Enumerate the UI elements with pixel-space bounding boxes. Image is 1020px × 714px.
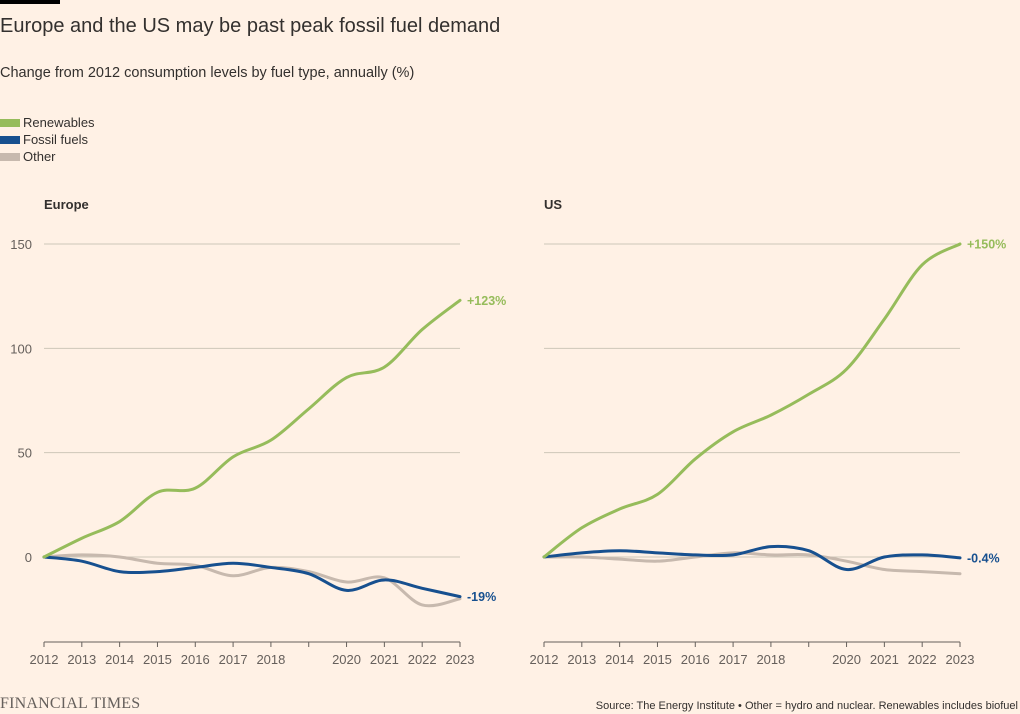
brand-top-bar (0, 0, 60, 4)
end-label-us-fossil-fuels: -0.4% (967, 551, 1000, 565)
legend-item-renewables: Renewables (0, 114, 95, 131)
series-line-europe-renewables (42, 298, 462, 559)
panel-us: US 2012 2013 2014 2015 2016 2017 2018 2020 2021 20… (530, 197, 1007, 667)
x-tick-label-europe-2018: 2018 (256, 652, 285, 667)
x-tick-label-us-2018: 2018 (756, 652, 785, 667)
x-tick-label-europe-2013: 2013 (67, 652, 96, 667)
x-tick-label-us-2014: 2014 (605, 652, 634, 667)
y-tick-label-0: 0 (25, 550, 32, 565)
x-tick-label-europe-2021: 2021 (370, 652, 399, 667)
x-tick-label-europe-2015: 2015 (143, 652, 172, 667)
end-label-europe-renewables: +123% (467, 294, 506, 308)
panel-europe: Europe 0 50 100 150 2012 2013 2014 2015 2016 2017 2… (10, 197, 506, 667)
chart-title: Europe and the US may be past peak fossi… (0, 15, 501, 37)
x-tick-label-us-2016: 2016 (681, 652, 710, 667)
x-tick-label-us-2023: 2023 (946, 652, 975, 667)
legend-label-renewables: Renewables (23, 115, 95, 130)
x-tick-label-europe-2012: 2012 (30, 652, 59, 667)
panel-title-europe: Europe (44, 197, 89, 212)
legend-label-other: Other (23, 149, 56, 164)
x-tick-label-us-2021: 2021 (870, 652, 899, 667)
x-tick-label-europe-2020: 2020 (332, 652, 361, 667)
end-label-us-renewables: +150% (967, 238, 1006, 252)
y-tick-label-150: 150 (10, 237, 32, 252)
x-tick-label-europe-2022: 2022 (408, 652, 437, 667)
series-line-us-other (542, 551, 962, 576)
legend-item-other: Other (0, 148, 95, 165)
legend-swatch-other (0, 152, 20, 161)
legend-swatch-fossil-fuels (0, 135, 20, 144)
x-tick-label-europe-2023: 2023 (446, 652, 475, 667)
panel-title-us: US (544, 197, 562, 212)
y-tick-label-100: 100 (10, 341, 32, 356)
series-line-europe-fossil-fuels (42, 555, 462, 599)
legend-label-fossil-fuels: Fossil fuels (23, 132, 89, 147)
legend: Renewables Fossil fuels Other (0, 114, 95, 165)
series-line-us-fossil-fuels (542, 544, 962, 572)
chart-subtitle: Change from 2012 consumption levels by f… (0, 65, 415, 81)
series-line-us-renewables (542, 242, 962, 559)
legend-item-fossil-fuels: Fossil fuels (0, 131, 95, 148)
footer-source: Source: The Energy Institute • Other = h… (595, 700, 1018, 712)
end-label-europe-fossil-fuels: -19% (467, 590, 496, 604)
x-tick-label-us-2022: 2022 (908, 652, 937, 667)
x-tick-label-us-2017: 2017 (719, 652, 748, 667)
x-tick-label-us-2012: 2012 (530, 652, 559, 667)
x-tick-label-us-2013: 2013 (567, 652, 596, 667)
x-tick-label-europe-2016: 2016 (181, 652, 210, 667)
x-tick-label-europe-2014: 2014 (105, 652, 134, 667)
x-tick-label-europe-2017: 2017 (219, 652, 248, 667)
footer-brand: FINANCIAL TIMES (0, 695, 141, 712)
legend-swatch-renewables (0, 118, 20, 127)
y-tick-label-50: 50 (18, 446, 32, 461)
x-tick-label-us-2020: 2020 (832, 652, 861, 667)
x-tick-label-us-2015: 2015 (643, 652, 672, 667)
